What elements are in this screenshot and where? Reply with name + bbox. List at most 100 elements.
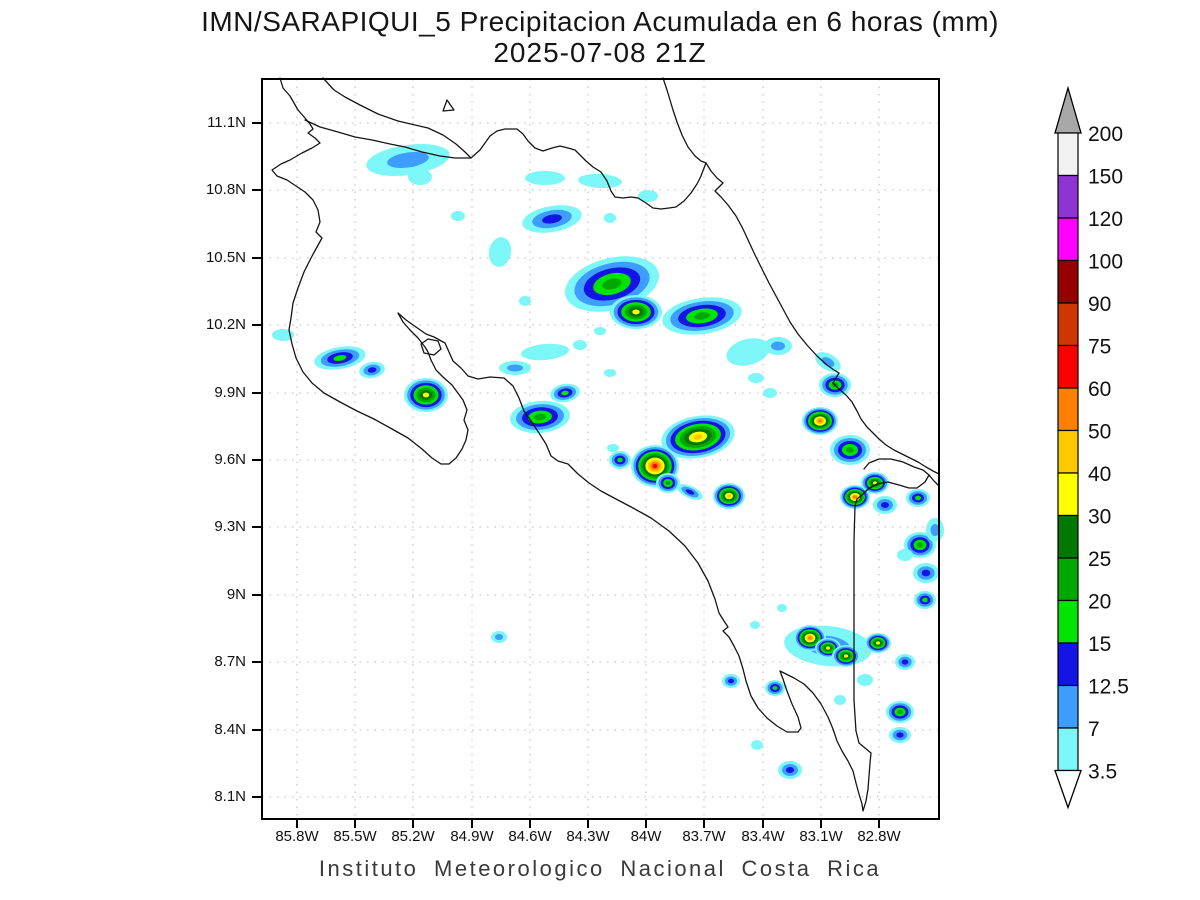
precip-contour — [763, 388, 777, 398]
precip-contour — [771, 341, 785, 351]
precip-cell — [604, 369, 616, 377]
colorbar-segment — [1057, 302, 1079, 347]
precip-cell — [604, 213, 616, 223]
precip-contour — [561, 390, 569, 396]
precip-contour — [604, 369, 616, 377]
precip-contour — [846, 447, 854, 453]
precip-cell — [913, 563, 939, 583]
colorbar-segment — [1057, 642, 1079, 687]
precip-cell — [359, 361, 385, 379]
precip-cell — [510, 400, 570, 434]
coastline — [271, 77, 940, 812]
y-axis-label: 11.1N — [207, 114, 246, 131]
precip-contour — [525, 171, 565, 185]
colorbar-label: 20 — [1088, 591, 1111, 614]
precip-cell — [656, 473, 680, 493]
x-axis-label: 83.4W — [741, 828, 785, 845]
precip-contour — [333, 355, 347, 361]
colorbar-segment — [1057, 472, 1079, 517]
coastline — [662, 77, 940, 475]
colorbar-segment — [1057, 259, 1079, 304]
x-axis-label: 84.6W — [508, 828, 552, 845]
precip-contour — [728, 678, 734, 684]
precip-cell — [662, 297, 742, 335]
colorbar-label: 3.5 — [1088, 761, 1117, 784]
precip-contour — [727, 494, 731, 498]
precip-contour — [844, 654, 848, 658]
y-axis-label: 9N — [226, 586, 246, 603]
colorbar-label: 12.5 — [1088, 676, 1129, 699]
precip-cell — [765, 680, 785, 696]
precip-contour — [826, 646, 830, 650]
colorbar-segment — [1057, 217, 1079, 262]
precip-contour — [881, 502, 889, 508]
precip-cell — [661, 415, 735, 459]
colorbar-segment — [1057, 429, 1079, 474]
precip-contour — [387, 152, 429, 168]
precip-cell — [763, 388, 777, 398]
precip-contour — [604, 213, 616, 223]
precip-contour — [451, 211, 465, 221]
precip-cell — [522, 205, 582, 233]
colorbar-segment — [1057, 514, 1079, 559]
colorbar-segment — [1057, 344, 1079, 389]
precip-contour — [818, 419, 822, 423]
precip-contour — [367, 367, 377, 373]
precip-contour — [488, 237, 512, 267]
colorbar-segment — [1057, 684, 1079, 729]
chart-title: IMN/SARAPIQUI_5 Precipitacion Acumulada … — [201, 6, 999, 37]
precip-contour — [821, 357, 835, 367]
precip-contour — [578, 173, 622, 189]
precip-cell — [830, 435, 870, 465]
x-axis-label: 85.8W — [275, 828, 319, 845]
precip-contour — [834, 695, 846, 705]
precip-contour — [507, 364, 523, 372]
colorbar-label: 7 — [1088, 718, 1100, 741]
precip-contour — [495, 634, 503, 640]
precip-contour — [693, 434, 703, 440]
colorbar-label: 30 — [1088, 506, 1111, 529]
y-axis-label: 10.8N — [205, 181, 246, 198]
precip-contour — [652, 463, 658, 469]
precip-cell — [499, 361, 531, 375]
precip-cell — [550, 383, 580, 403]
precip-contour — [602, 278, 622, 290]
x-axis-label: 83.7W — [682, 828, 726, 845]
precip-cell — [748, 373, 764, 383]
precip-contour — [422, 392, 430, 398]
precip-contour — [786, 767, 794, 773]
precip-cell — [778, 761, 802, 779]
precip-cell — [488, 237, 512, 267]
precip-cell — [525, 171, 565, 185]
precip-cell — [607, 444, 619, 452]
precip-cell — [610, 295, 662, 329]
precip-contour — [519, 296, 531, 306]
precip-contour — [685, 489, 695, 495]
y-axis-label: 8.7N — [214, 653, 246, 670]
x-axis-label: 85.5W — [333, 828, 377, 845]
precip-cell — [451, 211, 465, 221]
coastline — [322, 77, 707, 210]
precip-cell — [840, 485, 870, 509]
y-axis-label: 9.6N — [214, 451, 246, 468]
precip-contour — [916, 542, 924, 548]
precip-cell — [904, 532, 936, 558]
precip-contour — [777, 604, 787, 612]
colorbar-segment — [1057, 174, 1079, 219]
colorbar-label: 25 — [1088, 548, 1111, 571]
precip-contour — [896, 732, 904, 738]
precip-contour — [901, 659, 909, 665]
precip-cell — [366, 144, 450, 176]
precip-cell — [886, 701, 914, 723]
precip-contour — [897, 709, 903, 715]
y-axis-label: 8.4N — [214, 721, 246, 738]
map-frame — [261, 78, 940, 820]
precip-cell — [889, 727, 911, 743]
y-axis-label: 9.9N — [214, 384, 246, 401]
colorbar-label: 90 — [1088, 293, 1111, 316]
footer-credit: Instituto Meteorologico Nacional Costa R… — [318, 856, 882, 881]
precip-cell — [815, 352, 841, 372]
precip-contour — [726, 338, 770, 366]
x-axis-label: 83.1W — [799, 828, 843, 845]
